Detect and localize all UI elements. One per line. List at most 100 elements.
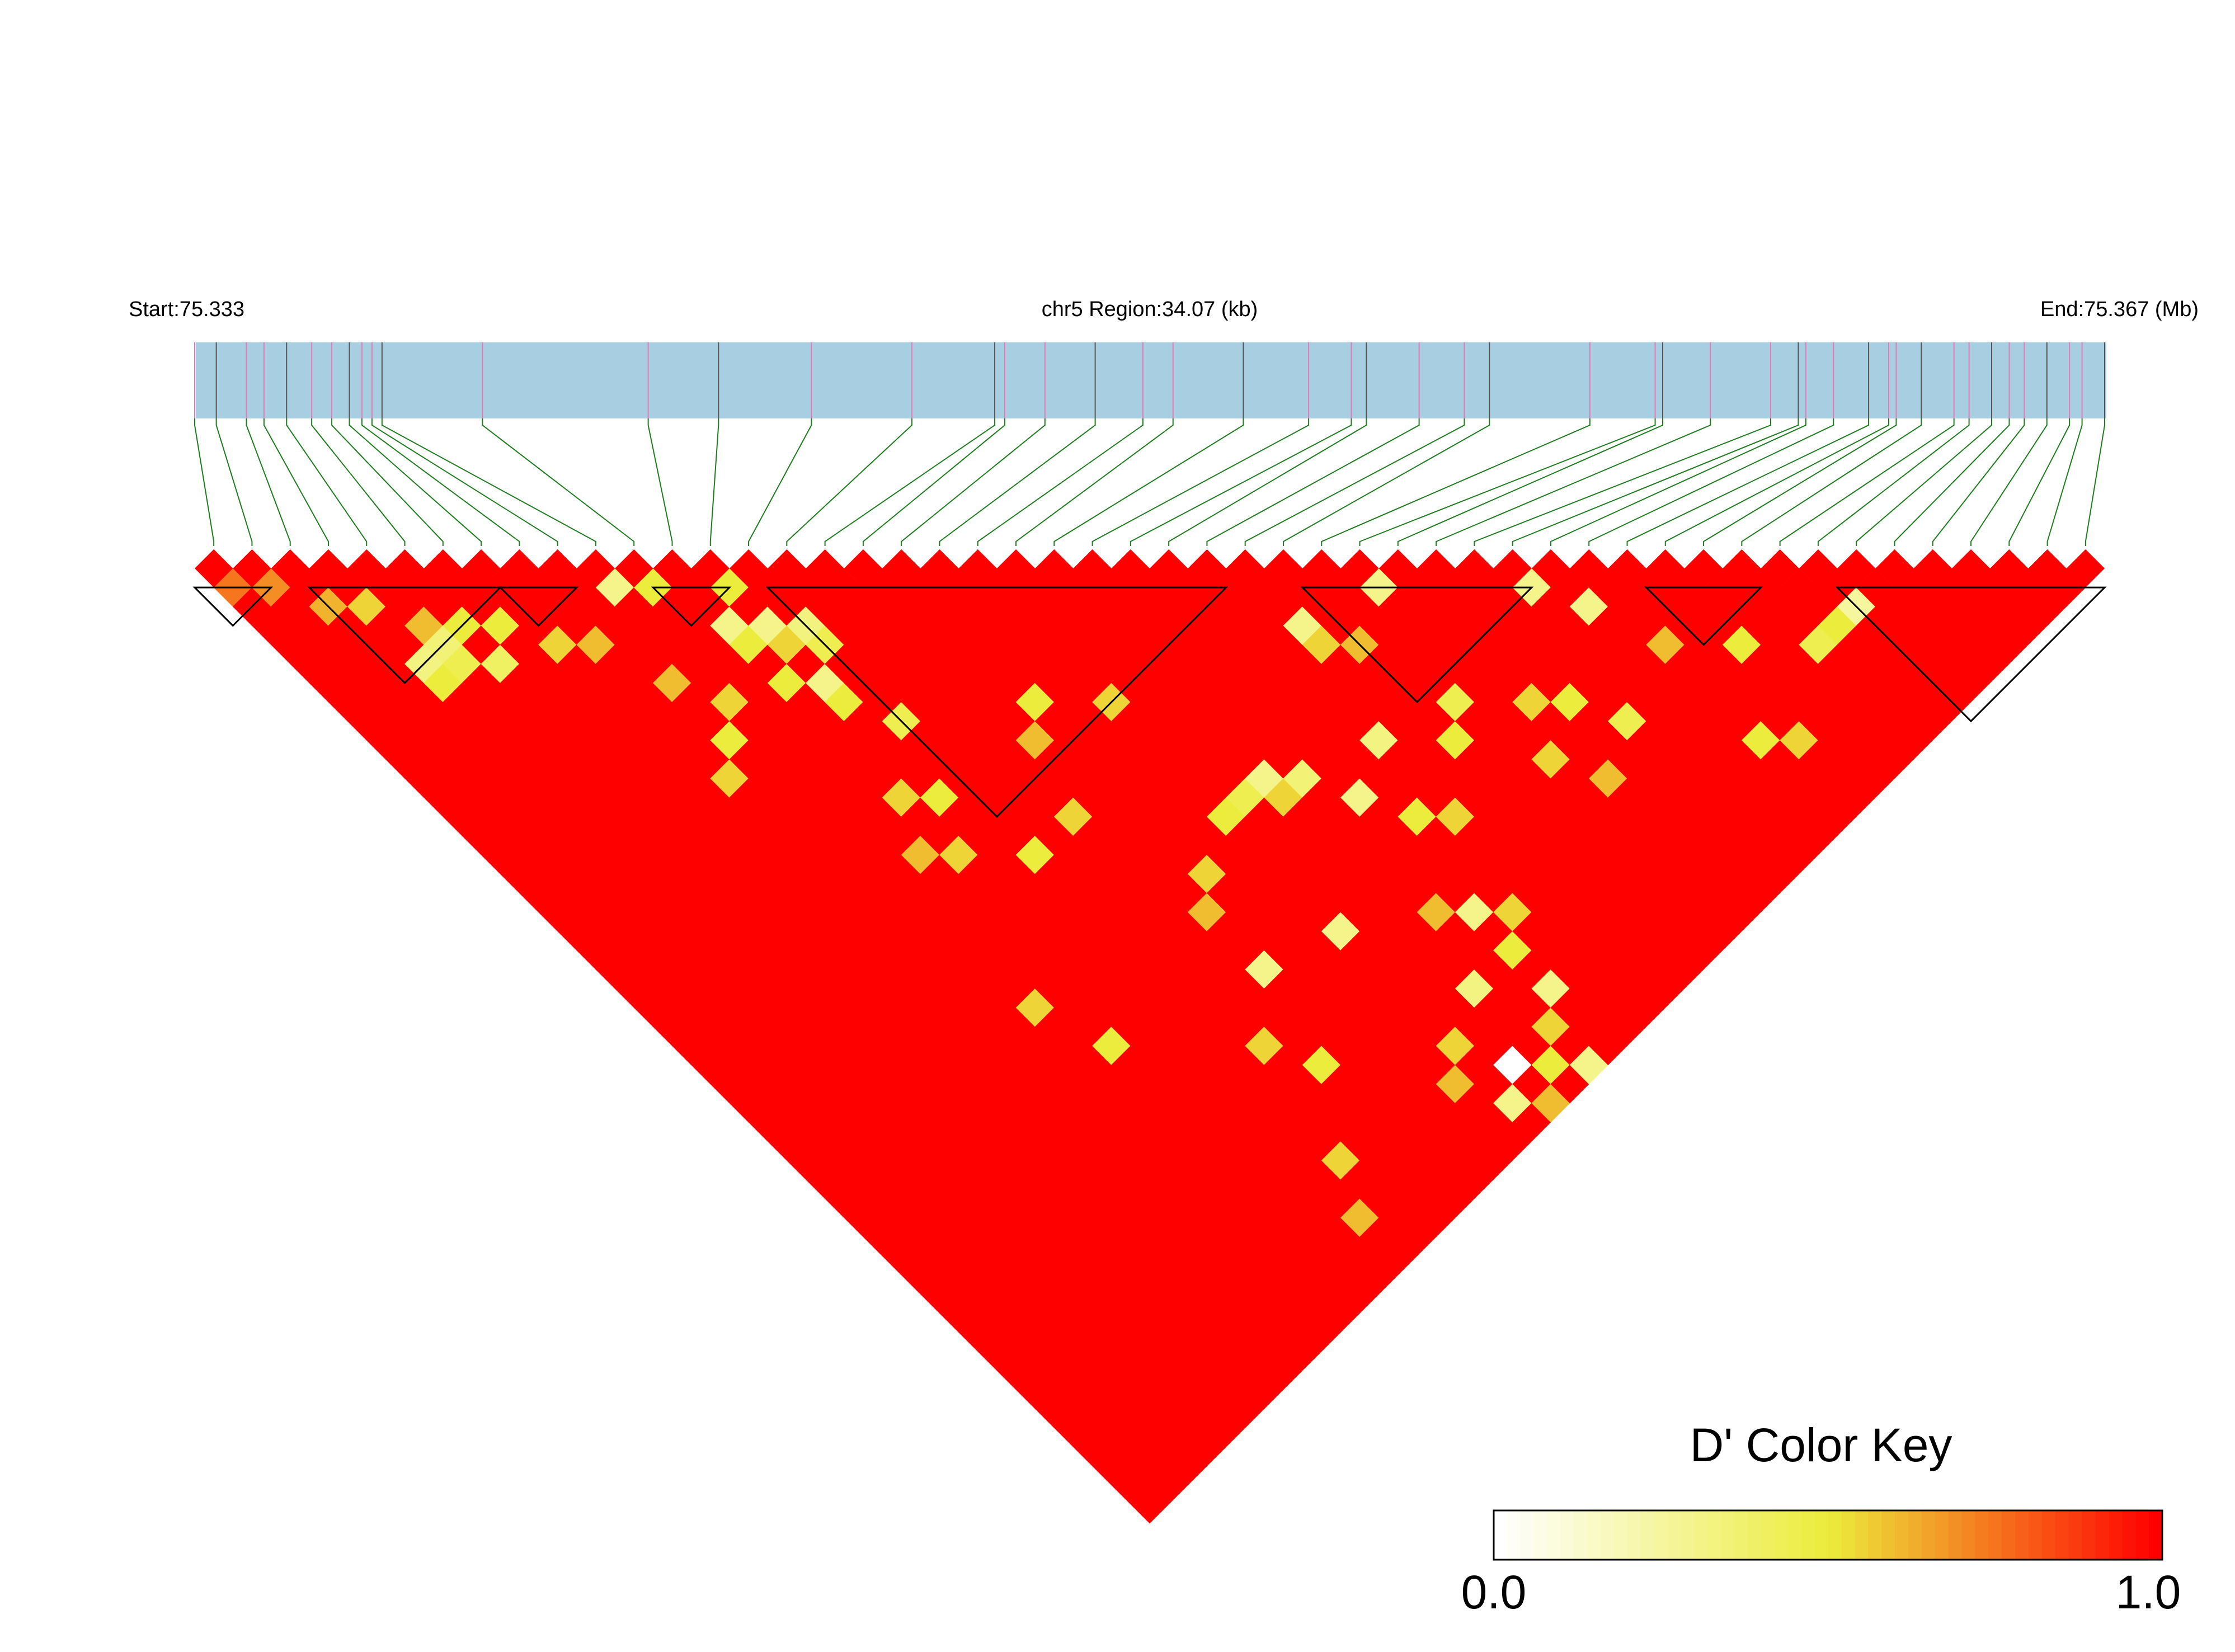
snp-diagonal-cell bbox=[1570, 549, 1608, 588]
color-key-step bbox=[1494, 1510, 1508, 1560]
color-key-step bbox=[1547, 1510, 1561, 1560]
ld-block-outline bbox=[192, 586, 274, 627]
color-key-step bbox=[2149, 1510, 2163, 1560]
ld-block-outline bbox=[1644, 586, 1763, 646]
color-key-step bbox=[1761, 1510, 1775, 1560]
color-key-step bbox=[2068, 1510, 2083, 1560]
color-key-step bbox=[1975, 1510, 1989, 1560]
start-label: Start:75.333 bbox=[129, 298, 244, 321]
color-key-gradient bbox=[1494, 1510, 2163, 1560]
snp-connector bbox=[939, 418, 1096, 546]
ld-block-outline bbox=[651, 586, 732, 627]
snp-connector bbox=[2046, 418, 2083, 546]
snp-diagonal-cell bbox=[1608, 549, 1646, 588]
snp-connector-lines bbox=[194, 418, 2105, 546]
snp-connector bbox=[647, 418, 673, 546]
snp-diagonal-cell bbox=[271, 549, 309, 588]
snp-connector bbox=[349, 418, 482, 546]
snp-connector bbox=[1970, 418, 2048, 546]
color-key-step bbox=[2095, 1510, 2110, 1560]
snp-diagonal-cell bbox=[1493, 549, 1532, 588]
color-key-step bbox=[1560, 1510, 1575, 1560]
snp-diagonal-cell bbox=[768, 549, 806, 588]
color-key-step bbox=[1895, 1510, 1909, 1560]
snp-connector bbox=[1474, 418, 1772, 546]
snp-diagonal-cell bbox=[385, 549, 424, 588]
snp-diagonal-cell bbox=[1188, 549, 1226, 588]
snp-diagonal-cell bbox=[538, 549, 577, 588]
snp-connector bbox=[1015, 418, 1174, 546]
snp-connector bbox=[1741, 418, 1922, 546]
snp-connector bbox=[862, 418, 1006, 546]
snp-diagonal-cell bbox=[1073, 549, 1112, 588]
snp-connector bbox=[1053, 418, 1244, 546]
color-key-step bbox=[1881, 1510, 1895, 1560]
region-label: chr5 Region:34.07 (kb) bbox=[1042, 298, 1258, 321]
snp-connector bbox=[901, 418, 1046, 546]
snp-diagonal-cell bbox=[958, 549, 997, 588]
snp-diagonal-cell bbox=[1799, 549, 1838, 588]
snp-connector bbox=[1436, 418, 1711, 546]
snp-diagonal-cell bbox=[1951, 549, 1991, 588]
snp-diagonal-cell bbox=[1340, 549, 1379, 588]
snp-diagonal-cell bbox=[233, 549, 271, 588]
color-key-step bbox=[2135, 1510, 2150, 1560]
color-key-step bbox=[1574, 1510, 1588, 1560]
snp-connector bbox=[311, 418, 406, 546]
snp-diagonal-cell bbox=[462, 549, 501, 588]
color-key-step bbox=[2015, 1510, 2029, 1560]
color-key-step bbox=[1520, 1510, 1535, 1560]
snp-connector bbox=[1856, 418, 1993, 546]
snp-connector bbox=[331, 418, 444, 546]
color-key-max-label: 1.0 bbox=[2116, 1566, 2181, 1618]
color-key-step bbox=[1614, 1510, 1628, 1560]
color-key-step bbox=[1988, 1510, 2003, 1560]
snp-connector bbox=[1932, 418, 2025, 546]
snp-connector bbox=[1817, 418, 1970, 546]
color-key-step bbox=[1908, 1510, 1922, 1560]
snp-connector bbox=[2085, 418, 2105, 546]
snp-connector bbox=[2008, 418, 2071, 546]
snp-diagonal-cell bbox=[691, 549, 730, 588]
snp-position-ticks bbox=[194, 342, 2105, 418]
snp-connector bbox=[1550, 418, 1806, 546]
ld-block-outline bbox=[498, 586, 579, 627]
color-key-step bbox=[1935, 1510, 1949, 1560]
snp-diagonal-cell bbox=[309, 549, 348, 588]
color-key-step bbox=[2002, 1510, 2016, 1560]
color-key-step bbox=[2109, 1510, 2123, 1560]
snp-diagonal-cell bbox=[347, 549, 386, 588]
color-key-step bbox=[2029, 1510, 2043, 1560]
snp-connector bbox=[215, 418, 253, 546]
snp-diagonal-cell bbox=[882, 549, 921, 588]
snp-diagonal-cell bbox=[1723, 549, 1761, 588]
color-key-step bbox=[1640, 1510, 1655, 1560]
color-key-step bbox=[1707, 1510, 1722, 1560]
snp-connector bbox=[371, 418, 558, 546]
color-key-step bbox=[1507, 1510, 1521, 1560]
snp-connector bbox=[194, 418, 215, 546]
snp-diagonal-cell bbox=[1226, 549, 1264, 588]
ld-block-outline bbox=[1835, 586, 2107, 723]
snp-diagonal-cell bbox=[1035, 549, 1074, 588]
snp-diagonal-cell bbox=[1990, 549, 2029, 588]
color-key-step bbox=[1694, 1510, 1709, 1560]
color-key-title: D' Color Key bbox=[1690, 1419, 1952, 1471]
color-key-step bbox=[1948, 1510, 1963, 1560]
snp-connector bbox=[977, 418, 1144, 546]
ld-block-outline bbox=[307, 586, 502, 684]
snp-diagonal-cell bbox=[1417, 549, 1456, 588]
color-key-step bbox=[1774, 1510, 1789, 1560]
color-key-step bbox=[1734, 1510, 1749, 1560]
color-key-step bbox=[1814, 1510, 1829, 1560]
snp-diagonal-cell bbox=[1150, 549, 1188, 588]
snp-diagonal-cell bbox=[1837, 549, 1876, 588]
snp-connector bbox=[1168, 418, 1367, 546]
snp-diagonal-cell bbox=[1761, 549, 1799, 588]
snp-connector bbox=[1321, 418, 1591, 546]
snp-connector bbox=[482, 418, 635, 546]
snp-connector bbox=[1244, 418, 1465, 546]
snp-connector bbox=[1588, 418, 1834, 546]
snp-connector bbox=[1091, 418, 1310, 546]
